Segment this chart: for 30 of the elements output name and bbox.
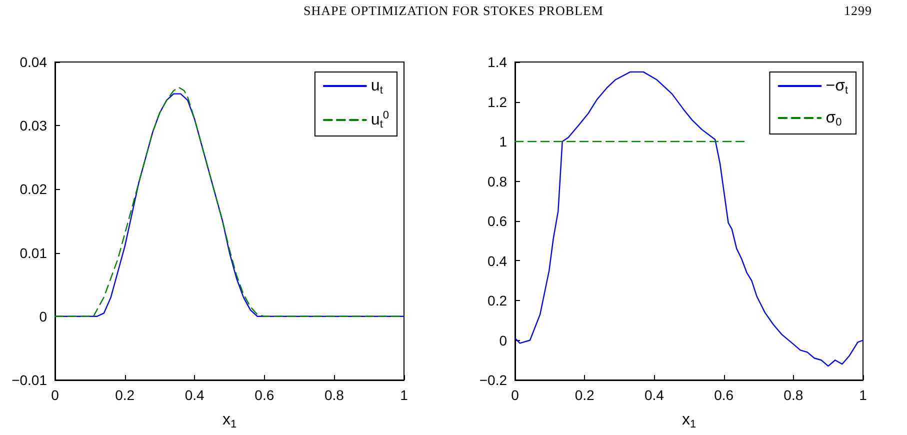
x-tick-label: 1 — [400, 387, 408, 403]
y-tick-label: 0 — [499, 332, 508, 348]
y-tick-label: 0.4 — [488, 252, 508, 269]
y-tick-label: 0.02 — [20, 181, 48, 198]
y-tick-label: −0.01 — [12, 372, 48, 388]
y-tick-label: 0.04 — [20, 54, 48, 70]
text: SHAPE OPTIMIZATION FOR STOKES PROBLEM — [304, 3, 604, 18]
x-tick-label: 0.4 — [184, 387, 205, 403]
y-tick-label: 1.2 — [488, 94, 508, 110]
y-tick-label: 0.03 — [20, 118, 48, 134]
y-tick-label: 0 — [39, 308, 48, 324]
y-tick-label: 0.01 — [20, 244, 48, 261]
y-tick-label: 1.4 — [488, 54, 508, 70]
x-tick-label: 0.2 — [115, 387, 135, 403]
x-tick-label: 0.6 — [254, 387, 274, 403]
line-series — [514, 71, 864, 367]
y-tick-label: 1 — [499, 134, 508, 150]
text: 1299 — [844, 3, 872, 19]
x-tick-label: 0.4 — [644, 387, 664, 403]
x-tick-label: 0 — [511, 387, 520, 403]
x-tick-label: 0.8 — [324, 387, 344, 403]
x-tick-label: 0.8 — [784, 387, 804, 403]
y-tick-label: 0.2 — [488, 292, 508, 308]
x-tick-label: 0.2 — [574, 387, 595, 403]
y-tick-label: 0.8 — [488, 173, 508, 190]
x-tick-label: 0 — [51, 387, 60, 403]
x-tick-label: 1 — [859, 387, 868, 403]
y-tick-label: −0.2 — [479, 372, 508, 388]
x-tick-label: 0.6 — [714, 387, 734, 403]
y-tick-label: 0.6 — [488, 213, 508, 229]
